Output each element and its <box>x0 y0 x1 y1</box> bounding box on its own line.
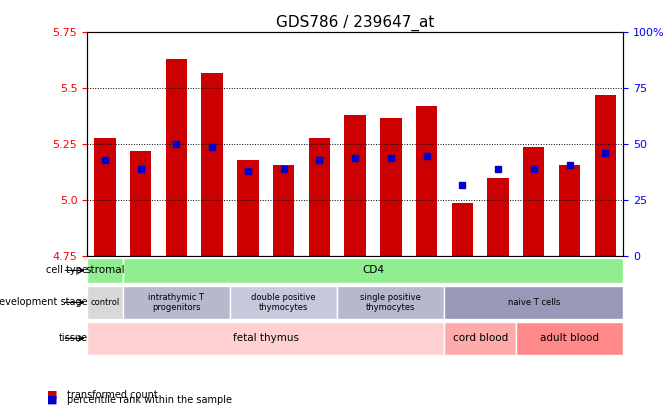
Bar <box>237 160 259 256</box>
Text: tissue: tissue <box>58 333 88 343</box>
Bar <box>594 95 616 256</box>
Text: stromal: stromal <box>85 265 125 275</box>
Bar <box>87 322 444 355</box>
Bar <box>444 322 516 355</box>
Text: single positive
thymocytes: single positive thymocytes <box>360 293 421 312</box>
Bar <box>273 164 294 256</box>
Text: adult blood: adult blood <box>540 333 599 343</box>
Text: control: control <box>90 298 119 307</box>
Text: double positive
thymocytes: double positive thymocytes <box>251 293 316 312</box>
Bar <box>309 138 330 256</box>
Bar <box>344 115 366 256</box>
Text: fetal thymus: fetal thymus <box>232 333 299 343</box>
Text: CD4: CD4 <box>362 265 384 275</box>
Bar <box>87 286 123 319</box>
Text: cell type: cell type <box>46 265 88 275</box>
Bar <box>94 138 116 256</box>
Bar <box>416 107 438 256</box>
Text: naive T cells: naive T cells <box>508 298 560 307</box>
Bar <box>516 322 623 355</box>
Bar <box>337 286 444 319</box>
Bar <box>165 59 187 256</box>
Title: GDS786 / 239647_at: GDS786 / 239647_at <box>276 15 434 31</box>
Text: development stage: development stage <box>0 297 88 307</box>
Bar <box>444 286 623 319</box>
Bar <box>487 178 509 256</box>
Text: cord blood: cord blood <box>452 333 508 343</box>
Bar <box>523 147 545 256</box>
Text: ■: ■ <box>47 395 58 405</box>
Text: transformed count: transformed count <box>67 390 157 400</box>
Bar <box>230 286 337 319</box>
Bar <box>130 151 151 256</box>
Bar <box>202 73 223 256</box>
Bar <box>559 164 580 256</box>
Bar <box>452 202 473 256</box>
Text: intrathymic T
progenitors: intrathymic T progenitors <box>149 293 204 312</box>
Text: ■: ■ <box>47 390 58 400</box>
Text: percentile rank within the sample: percentile rank within the sample <box>67 395 232 405</box>
Bar <box>123 286 230 319</box>
Bar <box>380 117 401 256</box>
Bar <box>87 258 123 283</box>
